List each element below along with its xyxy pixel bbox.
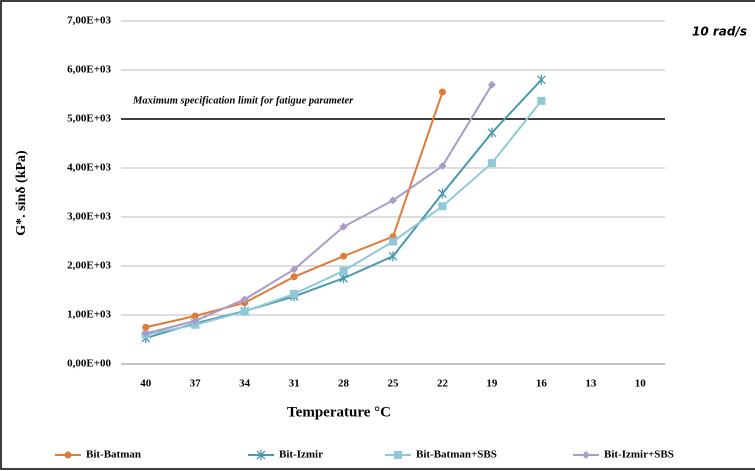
- marker: [394, 451, 402, 459]
- marker: [142, 323, 150, 331]
- marker: [191, 316, 200, 325]
- marker: [290, 273, 298, 281]
- x-tick-label: 34: [239, 378, 251, 390]
- marker: [340, 252, 348, 260]
- legend-label: Bit-Izmir+SBS: [604, 449, 674, 461]
- x-tick-label: 19: [486, 378, 498, 390]
- marker: [487, 127, 497, 138]
- series-line: [145, 84, 493, 335]
- marker: [339, 266, 348, 275]
- series-line: [145, 100, 543, 336]
- marker: [438, 88, 446, 96]
- y-tick-label: 2,00E+03: [67, 260, 111, 272]
- x-tick-label: 31: [289, 378, 300, 390]
- marker: [339, 222, 348, 231]
- marker: [437, 188, 447, 199]
- marker: [438, 162, 447, 171]
- y-tick-label: 4,00E+03: [67, 162, 111, 174]
- marker: [537, 96, 546, 105]
- legend-label: Bit-Izmir: [279, 449, 323, 461]
- marker: [388, 251, 398, 262]
- marker: [438, 202, 447, 211]
- marker: [487, 80, 496, 89]
- marker: [256, 450, 266, 460]
- marker: [487, 159, 496, 168]
- y-tick-label: 3,00E+03: [67, 211, 111, 223]
- x-tick-label: 13: [585, 378, 597, 390]
- marker: [389, 196, 397, 205]
- limit-label: Maximum specification limit for fatigue …: [132, 95, 354, 106]
- marker: [339, 273, 349, 284]
- marker: [290, 289, 299, 298]
- x-tick-label: 10: [635, 378, 647, 390]
- y-tick-label: 1,00E+03: [67, 309, 111, 321]
- marker: [240, 295, 249, 304]
- marker: [141, 329, 150, 338]
- x-axis-label: Temperature °C: [287, 404, 391, 420]
- legend-label: Bit-Batman+SBS: [416, 449, 497, 461]
- x-tick-label: 16: [536, 378, 548, 390]
- marker: [290, 265, 299, 274]
- marker: [191, 312, 199, 320]
- legend-label: Bit-Batman: [86, 449, 141, 461]
- y-tick-label: 6,00E+03: [67, 64, 111, 76]
- marker: [389, 237, 397, 246]
- y-axis-label: G*. sinδ (kPa): [14, 150, 29, 236]
- marker: [64, 451, 72, 459]
- x-tick-label: 37: [190, 378, 202, 390]
- x-tick-label: 40: [140, 378, 152, 390]
- marker: [582, 451, 590, 459]
- x-tick-label: 28: [338, 378, 350, 390]
- y-tick-label: 0,00E+00: [67, 358, 111, 370]
- annotation: 10 rad/s: [692, 25, 747, 39]
- x-tick-label: 25: [388, 378, 400, 390]
- x-tick-label: 22: [437, 378, 449, 390]
- marker: [536, 74, 546, 85]
- y-tick-label: 5,00E+03: [67, 113, 111, 125]
- marker: [240, 307, 249, 316]
- y-tick-label: 7,00E+03: [67, 15, 111, 27]
